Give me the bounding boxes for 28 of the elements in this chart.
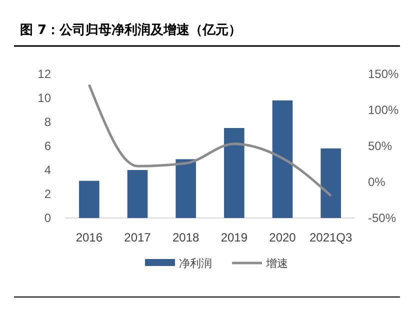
x-tick-label: 2021Q3: [309, 230, 353, 244]
y2-tick-label: 0%: [368, 174, 386, 189]
y-tick-label: 4: [44, 162, 52, 177]
y-tick-label: 2: [44, 186, 52, 201]
y2-tick-label: 100%: [368, 102, 400, 117]
y2-tick-label: 50%: [368, 138, 392, 153]
y-tick-label: 6: [44, 138, 52, 153]
bar: [176, 159, 196, 218]
y2-tick-label: 150%: [368, 66, 400, 81]
legend-label: 增速: [265, 257, 288, 270]
chart-title: 图 7：公司归母净利润及增速（亿元）: [20, 22, 242, 38]
y2-tick-label: -50%: [368, 210, 396, 225]
x-tick-label: 2019: [220, 230, 248, 244]
x-tick-label: 2016: [76, 230, 103, 244]
line-series: [88, 84, 332, 197]
x-tick-label: 2020: [269, 230, 296, 244]
y-tick-label: 12: [38, 66, 52, 81]
y-tick-label: 0: [44, 210, 52, 225]
bar: [224, 128, 244, 218]
y-tick-label: 10: [38, 90, 52, 105]
x-tick-label: 2017: [124, 230, 152, 244]
bar: [127, 170, 148, 218]
x-tick-label: 2018: [172, 230, 200, 244]
bar: [79, 180, 100, 218]
bar: [320, 148, 341, 218]
y-tick-label: 8: [44, 114, 52, 129]
bar: [272, 100, 293, 218]
legend-label: 净利润: [179, 257, 212, 270]
